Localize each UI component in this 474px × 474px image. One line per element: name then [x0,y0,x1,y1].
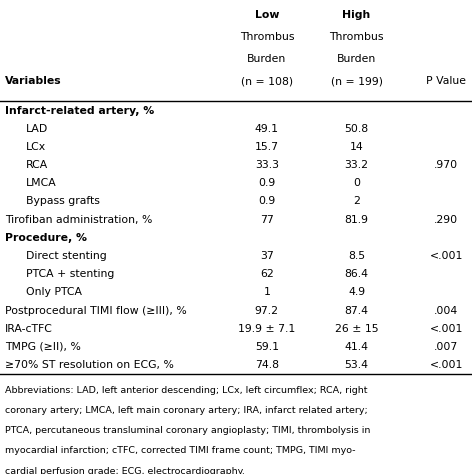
Text: PTCA, percutaneous transluminal coronary angioplasty; TIMI, thrombolysis in: PTCA, percutaneous transluminal coronary… [5,426,370,435]
Text: LMCA: LMCA [26,178,57,188]
Text: (n = 199): (n = 199) [330,76,383,86]
Text: 8.5: 8.5 [348,251,365,261]
Text: 59.1: 59.1 [255,342,279,352]
Text: 49.1: 49.1 [255,124,279,134]
Text: Burden: Burden [337,54,376,64]
Text: 15.7: 15.7 [255,142,279,152]
Text: .290: .290 [434,215,458,225]
Text: coronary artery; LMCA, left main coronary artery; IRA, infarct related artery;: coronary artery; LMCA, left main coronar… [5,406,367,415]
Text: 2: 2 [353,197,360,207]
Text: Direct stenting: Direct stenting [26,251,107,261]
Text: .970: .970 [434,160,458,170]
Text: Tirofiban administration, %: Tirofiban administration, % [5,215,152,225]
Text: myocardial infarction; cTFC, corrected TIMI frame count; TMPG, TIMI myo-: myocardial infarction; cTFC, corrected T… [5,447,355,456]
Text: TMPG (≥II), %: TMPG (≥II), % [5,342,81,352]
Text: 26 ± 15: 26 ± 15 [335,324,378,334]
Text: Abbreviations: LAD, left anterior descending; LCx, left circumflex; RCA, right: Abbreviations: LAD, left anterior descen… [5,386,367,395]
Text: 0.9: 0.9 [258,197,275,207]
Text: 0: 0 [353,178,360,188]
Text: <.001: <.001 [429,360,463,370]
Text: 4.9: 4.9 [348,287,365,297]
Text: .007: .007 [434,342,458,352]
Text: 50.8: 50.8 [345,124,369,134]
Text: cardial perfusion grade; ECG, electrocardiography.: cardial perfusion grade; ECG, electrocar… [5,466,245,474]
Text: Variables: Variables [5,76,61,86]
Text: (n = 108): (n = 108) [241,76,293,86]
Text: Low: Low [255,10,279,20]
Text: 1: 1 [264,287,270,297]
Text: 37: 37 [260,251,273,261]
Text: 86.4: 86.4 [345,269,369,279]
Text: 77: 77 [260,215,273,225]
Text: IRA-cTFC: IRA-cTFC [5,324,53,334]
Text: 74.8: 74.8 [255,360,279,370]
Text: Postprocedural TIMI flow (≥III), %: Postprocedural TIMI flow (≥III), % [5,306,186,316]
Text: Thrombus: Thrombus [329,32,384,42]
Text: LCx: LCx [26,142,46,152]
Text: RCA: RCA [26,160,48,170]
Text: PTCA + stenting: PTCA + stenting [26,269,114,279]
Text: 87.4: 87.4 [345,306,369,316]
Text: P Value: P Value [426,76,466,86]
Text: 41.4: 41.4 [345,342,369,352]
Text: Infarct-related artery, %: Infarct-related artery, % [5,106,154,116]
Text: 19.9 ± 7.1: 19.9 ± 7.1 [238,324,295,334]
Text: 0.9: 0.9 [258,178,275,188]
Text: 33.2: 33.2 [345,160,369,170]
Text: 62: 62 [260,269,273,279]
Text: <.001: <.001 [429,324,463,334]
Text: .004: .004 [434,306,458,316]
Text: Bypass grafts: Bypass grafts [26,197,100,207]
Text: Thrombus: Thrombus [239,32,294,42]
Text: Burden: Burden [247,54,286,64]
Text: High: High [342,10,371,20]
Text: 81.9: 81.9 [345,215,369,225]
Text: ≥70% ST resolution on ECG, %: ≥70% ST resolution on ECG, % [5,360,173,370]
Text: Only PTCA: Only PTCA [26,287,82,297]
Text: <.001: <.001 [429,251,463,261]
Text: LAD: LAD [26,124,48,134]
Text: Procedure, %: Procedure, % [5,233,87,243]
Text: 14: 14 [350,142,364,152]
Text: 33.3: 33.3 [255,160,279,170]
Text: 97.2: 97.2 [255,306,279,316]
Text: 53.4: 53.4 [345,360,369,370]
